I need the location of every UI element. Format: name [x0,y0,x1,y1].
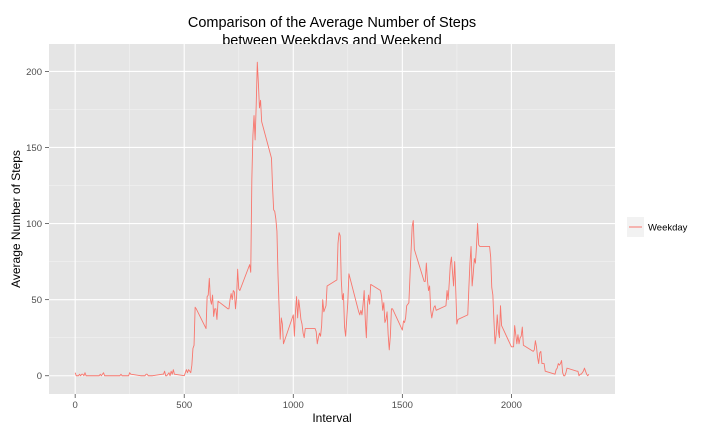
y-tick-label: 50 [31,295,42,306]
x-tick-label: 2000 [501,400,522,411]
x-tick-label: 1500 [392,400,413,411]
axis-ticks: 0 500 1000 1500 2000 0 50 100 150 200 [26,67,522,411]
legend-label-weekday: Weekday [648,223,688,234]
legend: Weekday [627,217,688,237]
y-tick-label: 0 [37,371,42,382]
x-axis-title: Interval [312,411,351,425]
chart-title-line-1: Comparison of the Average Number of Step… [188,15,476,31]
plot-panel [49,44,615,394]
y-tick-label: 200 [26,67,42,78]
series-layer [74,61,590,377]
x-tick-label: 0 [73,400,78,411]
y-axis-title: Average Number of Steps [9,150,23,288]
series-line-weekday [74,61,590,377]
x-tick-label: 500 [176,400,192,411]
x-tick-label: 1000 [283,400,304,411]
y-tick-label: 100 [26,219,42,230]
major-gridlines [49,44,615,394]
y-tick-label: 150 [26,143,42,154]
